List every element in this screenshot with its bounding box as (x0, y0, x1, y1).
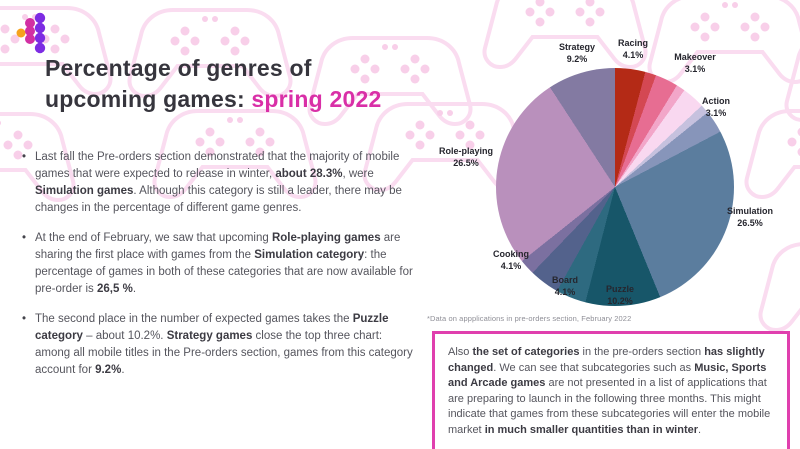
body-text: are not presented in a list of applicati… (448, 377, 771, 436)
title-line-2: upcoming games: (45, 86, 252, 112)
pie-label-racing: Racing 4.1% (585, 37, 681, 61)
pie-label-value: 9.2% (566, 54, 588, 64)
pie-label-value: 3.1% (684, 64, 706, 74)
pie-label-name: Racing (617, 38, 648, 48)
pie-label-value: 26.5% (737, 218, 763, 228)
pie-label-name: Puzzle (605, 284, 634, 294)
page-title: Percentage of genres of upcoming games: … (45, 53, 381, 115)
emphasis-text: the set of categories (472, 346, 580, 358)
pie-label-value: 4.1% (622, 50, 644, 60)
body-text: The second place in the number of expect… (35, 313, 353, 325)
pie-label-value: 26.5% (453, 158, 479, 168)
pie-label-simulation: Simulation 26.5% (702, 205, 798, 229)
body-text: . (132, 283, 137, 295)
pie-label-role-playing: Role-playing 26.5% (418, 145, 514, 169)
bullet-item: Last fall the Pre-orders section demonst… (22, 149, 416, 217)
pie (496, 68, 734, 306)
body-text: are sharing the first place with games f… (35, 232, 401, 261)
emphasis-text: 26,5 % (97, 283, 133, 295)
chart-footnote: *Data on appplications in pre-orders sec… (427, 314, 632, 323)
body-text: Also (448, 346, 473, 358)
pie-label-name: Simulation (726, 206, 773, 216)
pie-label-value: 3.1% (705, 108, 727, 118)
pie-label-cooking: Cooking 4.1% (463, 248, 559, 272)
pie-label-name: Makeover (674, 52, 716, 62)
pie-label-name: Role-playing (438, 146, 493, 156)
body-text: At the end of February, we saw that upco… (35, 232, 272, 244)
body-text: . (698, 423, 702, 436)
emphasis-text: Simulation category (254, 249, 365, 261)
pie-label-name: Board (551, 275, 578, 285)
emphasis-text: Strategy games (166, 330, 253, 342)
body-text: . (121, 364, 125, 376)
emphasis-text: 9.2% (95, 364, 122, 376)
body-text: in the pre-orders section (579, 346, 705, 358)
body-text: : the percentage of games in both of the… (35, 249, 413, 295)
pie-label-name: Action (702, 96, 730, 106)
pie-label-makeover: Makeover 3.1% (647, 51, 743, 75)
body-text: close the top three chart: among all mob… (35, 330, 413, 376)
emphasis-text: Role-playing games (271, 232, 381, 244)
pie-label-value: 4.1% (500, 261, 522, 271)
emphasis-text: has slightly changed (448, 346, 765, 374)
pie-label-value: 4.1% (554, 287, 576, 297)
pie-label-name: Cooking (493, 249, 529, 259)
title-accent: spring 2022 (251, 86, 382, 112)
pie-label-board: Board 4.1% (517, 274, 613, 298)
pie-label-name: Strategy (558, 42, 595, 52)
title-line-1: Percentage of genres of (45, 55, 312, 81)
pie-label-puzzle: Puzzle 10.2% (572, 283, 668, 307)
logo (16, 12, 46, 54)
body-text: Last fall the Pre-orders section demonst… (35, 151, 400, 180)
body-text: , were (342, 168, 374, 180)
emphasis-text: in much smaller quantities than in winte… (484, 423, 699, 436)
bullet-item: At the end of February, we saw that upco… (22, 230, 416, 298)
summary-bullets: Last fall the Pre-orders section demonst… (22, 149, 416, 392)
emphasis-text: about 28.3% (275, 168, 343, 180)
emphasis-text: Puzzle category (35, 313, 389, 342)
pie-label-value: 10.2% (607, 296, 633, 306)
pie-label-action: Action 3.1% (668, 95, 764, 119)
body-text: . We can see that subcategories such as (493, 361, 695, 374)
insight-box: Also the set of categories in the pre-or… (432, 331, 790, 449)
emphasis-text: Music, Sports and Arcade games (448, 361, 767, 390)
pie-chart: Racing 4.1% Makeover 3.1% Action 3.1% Simulati… (425, 30, 800, 330)
body-text: – about 10.2%. (82, 330, 167, 342)
body-text: . Although this category is still a lead… (35, 185, 402, 214)
emphasis-text: Simulation games (35, 185, 134, 197)
pie-label-strategy: Strategy 9.2% (529, 41, 625, 65)
bullet-item: The second place in the number of expect… (22, 311, 416, 379)
